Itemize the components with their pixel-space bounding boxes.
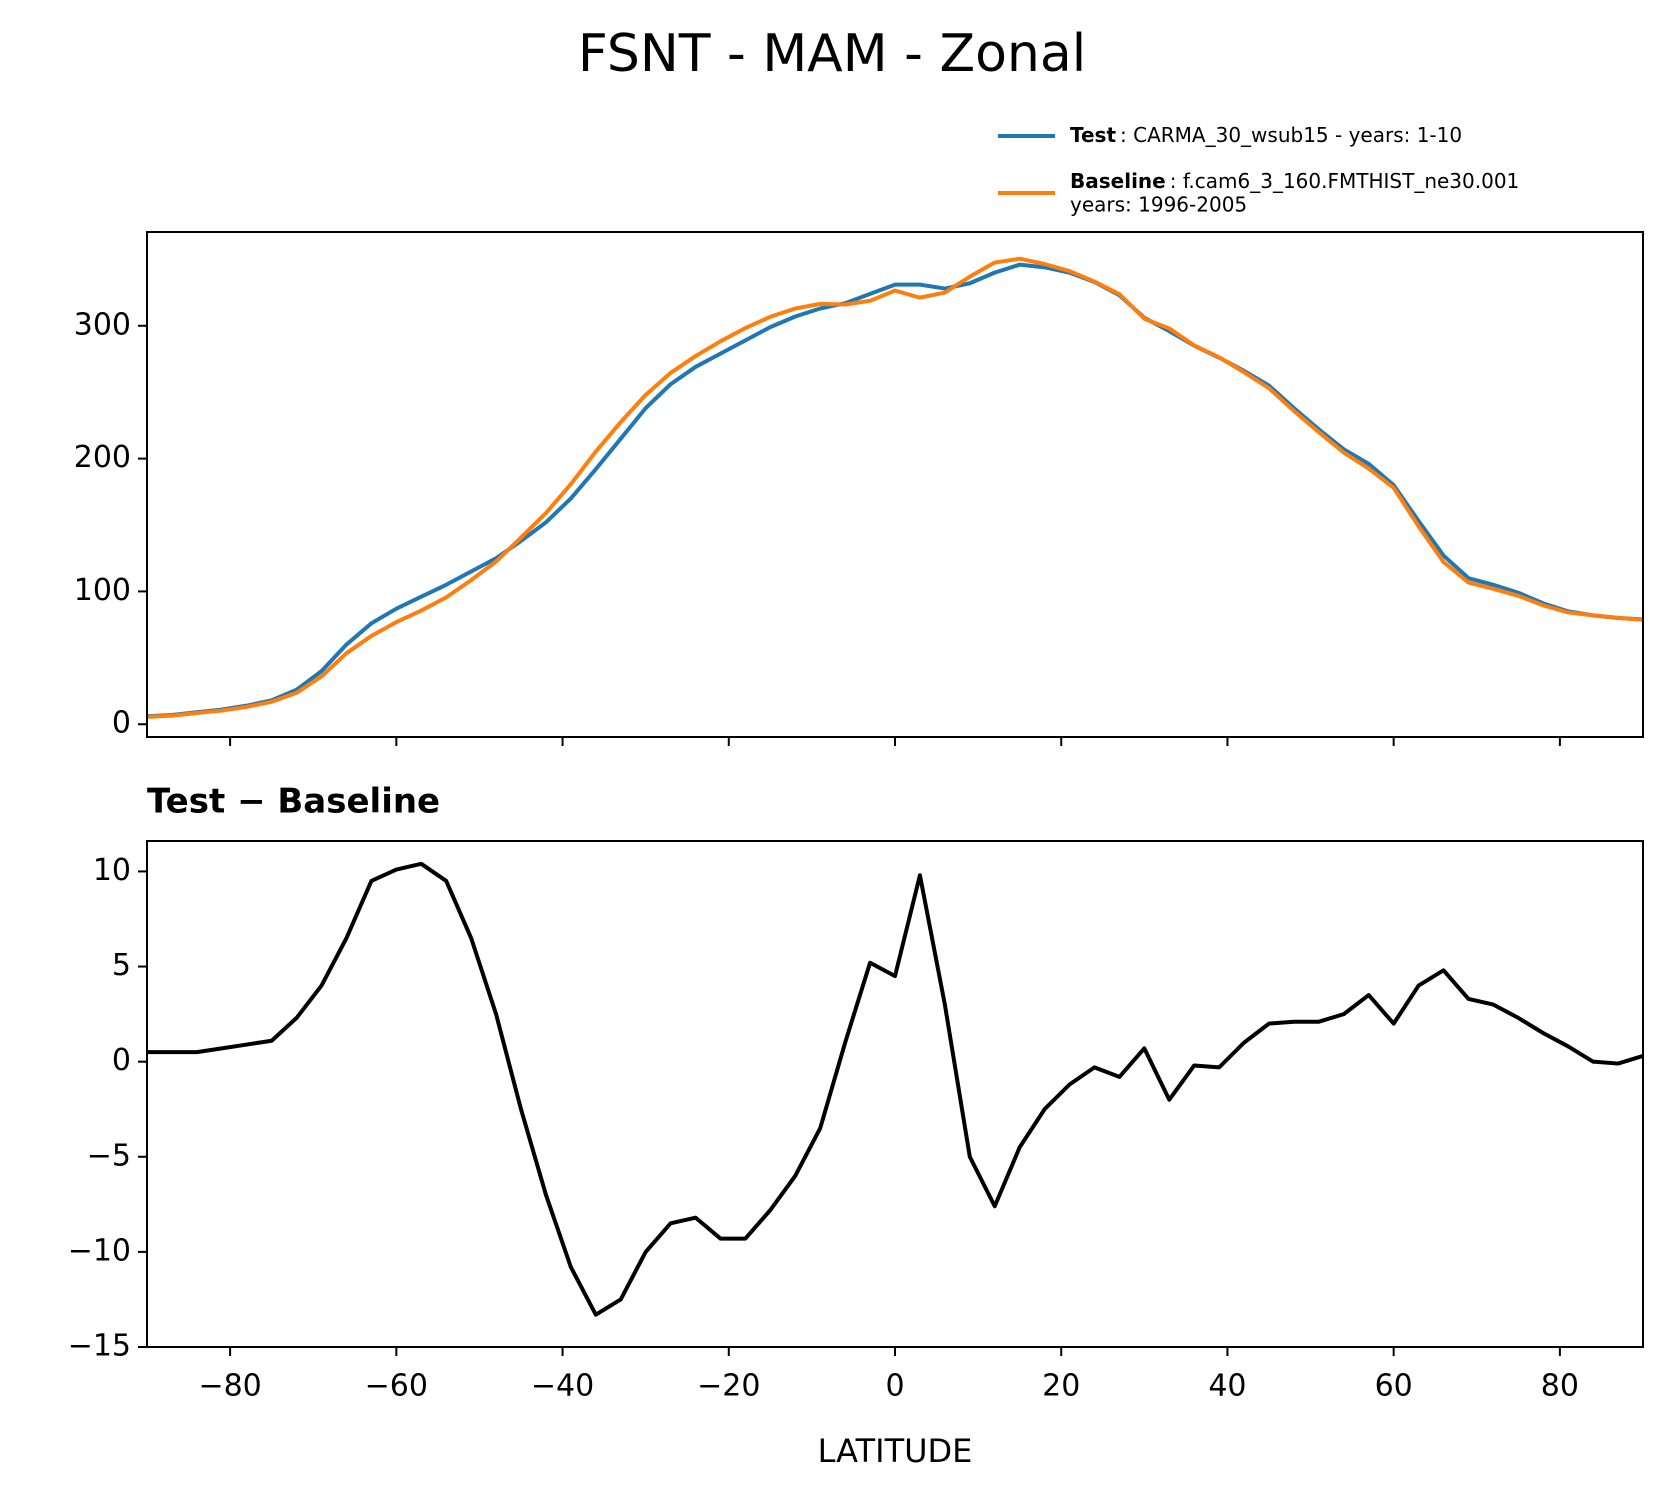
x-tick-label: 20 [1042, 1369, 1080, 1404]
legend-name: Baseline [1070, 169, 1166, 193]
y-tick-label: −5 [87, 1138, 131, 1173]
y-tick-label: 300 [74, 307, 131, 342]
panel-title: Test − Baseline [147, 782, 440, 822]
legend-name: Test [1070, 123, 1116, 147]
x-tick-label: 60 [1375, 1369, 1413, 1404]
y-tick-label: −15 [68, 1329, 131, 1364]
x-tick-label: 40 [1208, 1369, 1246, 1404]
x-tick-label: −40 [531, 1369, 594, 1404]
axes-frame [146, 840, 1644, 1348]
legend-label: Test: CARMA_30_wsub15 - years: 1-10 [1070, 123, 1462, 147]
series-line [147, 861, 1643, 1317]
y-tick-label: 100 [74, 573, 131, 608]
series-line [147, 262, 1643, 719]
y-tick-label: 0 [112, 706, 131, 741]
x-tick-label: −60 [365, 1369, 428, 1404]
x-tick-label: 0 [885, 1369, 904, 1404]
legend-description: : CARMA_30_wsub15 - years: 1-10 [1120, 123, 1462, 147]
x-tick-label: 80 [1541, 1369, 1579, 1404]
series-line [147, 256, 1643, 719]
y-tick-label: 200 [74, 440, 131, 475]
x-tick-label: −20 [697, 1369, 760, 1404]
x-axis-label: LATITUDE [818, 1432, 973, 1470]
legend-label: Baseline: f.cam6_3_160.FMTHIST_ne30.001 [1070, 169, 1519, 193]
y-tick-label: 0 [112, 1043, 131, 1078]
y-tick-label: 10 [93, 853, 131, 888]
y-tick-label: −10 [68, 1233, 131, 1268]
x-tick-label: −80 [198, 1369, 261, 1404]
legend-description: : f.cam6_3_160.FMTHIST_ne30.001 [1170, 169, 1520, 193]
legend-label: years: 1996-2005 [1070, 193, 1247, 217]
y-tick-label: 5 [112, 948, 131, 983]
figure-title: FSNT - MAM - Zonal [578, 24, 1086, 84]
axes-frame [146, 231, 1644, 738]
